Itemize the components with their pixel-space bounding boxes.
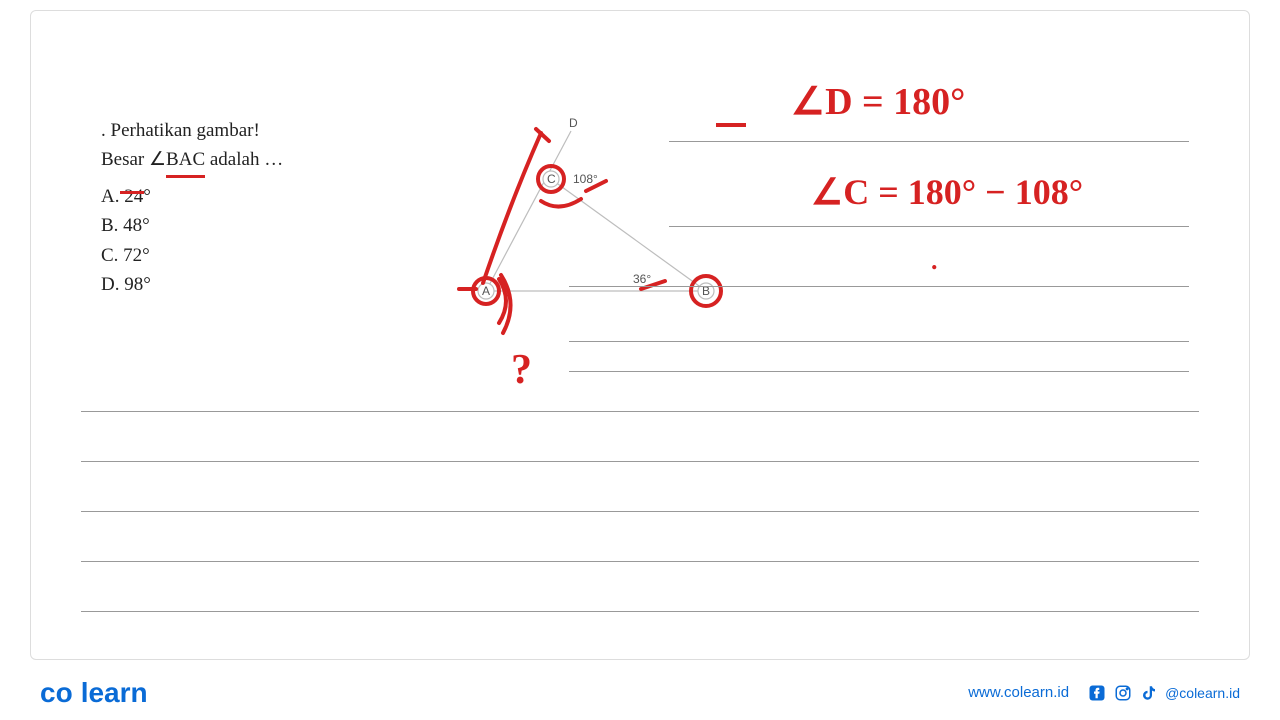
- hand-annotations: [459, 129, 721, 333]
- label-D: D: [569, 116, 578, 130]
- hand-dot: .: [931, 246, 938, 276]
- question-block: . Perhatikan gambar! Besar ∠BAC adalah ……: [101, 116, 283, 300]
- logo-co: co: [40, 677, 73, 708]
- angle-108: 108°: [573, 172, 598, 186]
- q2-bac: BAC: [166, 145, 205, 177]
- ruled-2: [81, 461, 1199, 462]
- page-frame: . Perhatikan gambar! Besar ∠BAC adalah ……: [30, 10, 1250, 660]
- option-c: C. 72°: [101, 241, 283, 270]
- ruled-s1: [669, 141, 1189, 142]
- geometry-diagram: D C A B 108° 36°: [441, 111, 741, 411]
- option-a-text: A. 24°: [101, 186, 151, 207]
- footer-url[interactable]: www.colearn.id: [968, 684, 1069, 701]
- ruled-s3: [569, 286, 1189, 287]
- ruled-4: [81, 561, 1199, 562]
- ruled-s2: [669, 226, 1189, 227]
- tiktok-icon[interactable]: [1139, 683, 1159, 703]
- ruled-s4: [569, 341, 1189, 342]
- facebook-icon[interactable]: [1087, 683, 1107, 703]
- options: A. 24° B. 48° C. 72° D. 98°: [101, 182, 283, 300]
- brand-logo: colearn: [40, 677, 148, 709]
- social-handle[interactable]: @colearn.id: [1165, 685, 1240, 701]
- question-line1: . Perhatikan gambar!: [101, 116, 283, 145]
- footer: colearn www.colearn.id @colearn.id: [0, 665, 1280, 720]
- angle-36: 36°: [633, 272, 651, 286]
- q2-pre: Besar ∠: [101, 149, 166, 170]
- option-a-mark: [120, 191, 144, 194]
- q2-post: adalah …: [205, 149, 283, 170]
- social-icons: @colearn.id: [1087, 683, 1240, 703]
- geom-lines: [478, 131, 714, 299]
- logo-learn: learn: [81, 677, 148, 708]
- ruled-s5: [569, 371, 1189, 372]
- footer-right: www.colearn.id @colearn.id: [968, 683, 1240, 703]
- ruled-3: [81, 511, 1199, 512]
- question-line2: Besar ∠BAC adalah …: [101, 145, 283, 177]
- instagram-icon[interactable]: [1113, 683, 1133, 703]
- label-A: A: [482, 284, 490, 298]
- hand-eq1: ∠D = 180°: [791, 79, 965, 124]
- ruled-5: [81, 611, 1199, 612]
- geom-labels: D C A B 108° 36°: [482, 116, 710, 298]
- hand-qmark: ?: [511, 346, 532, 394]
- hand-tick: [716, 123, 746, 127]
- hand-eq2: ∠C = 180° − 108°: [811, 171, 1083, 213]
- option-d: D. 98°: [101, 270, 283, 299]
- option-a: A. 24°: [101, 182, 283, 211]
- label-C: C: [547, 172, 556, 186]
- ruled-1: [81, 411, 1199, 412]
- option-b: B. 48°: [101, 211, 283, 240]
- diagram-svg: D C A B 108° 36°: [441, 111, 741, 411]
